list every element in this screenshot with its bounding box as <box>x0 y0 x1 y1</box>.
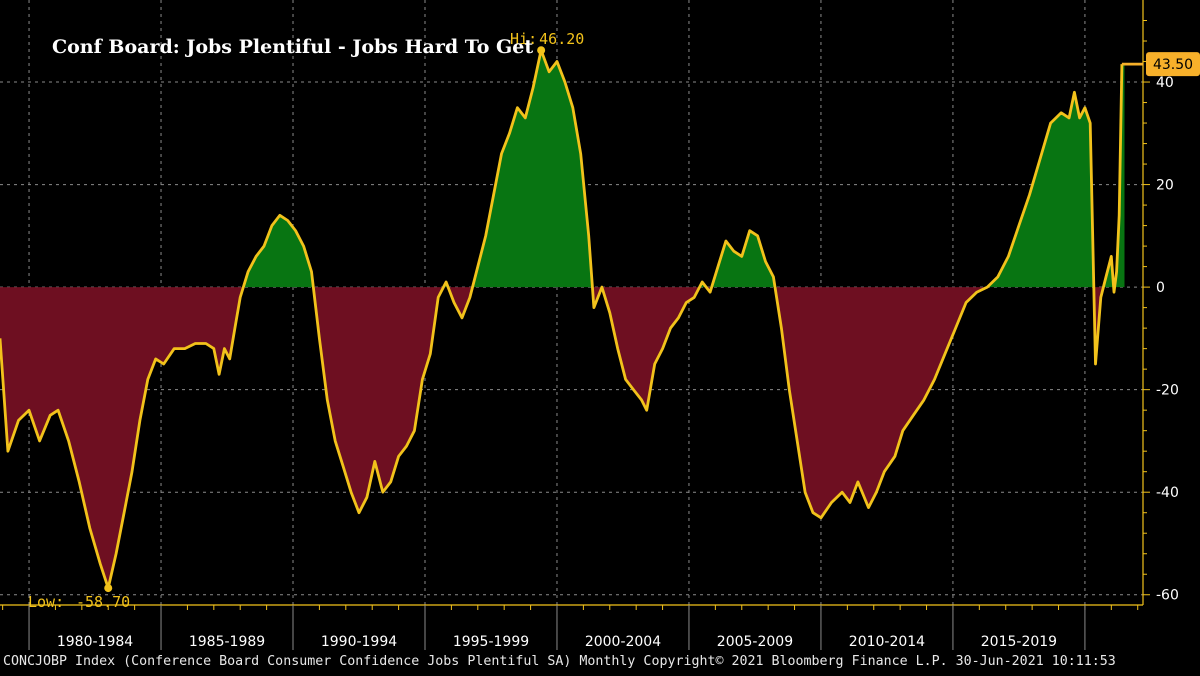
series-line <box>0 48 1124 590</box>
negative-area <box>448 287 473 318</box>
y-tick-label: 20 <box>1156 178 1174 194</box>
y-tick-label: 0 <box>1156 280 1165 296</box>
y-tick-label: -20 <box>1156 383 1179 399</box>
negative-area <box>775 287 988 518</box>
y-tick-label: -40 <box>1156 485 1179 501</box>
x-period-label: 2015-2019 <box>981 634 1057 650</box>
y-tick-label: -60 <box>1156 588 1179 604</box>
x-period-label: 2010-2014 <box>849 634 925 650</box>
last-value-tag <box>1146 52 1200 77</box>
positive-area <box>987 92 1094 288</box>
x-period-label: 1985-1989 <box>189 634 265 650</box>
last-value-text: 43.50 <box>1153 57 1193 73</box>
axes: 40 20 0 -20 -40 -60 1980-1984 1985-1989 1990-199… <box>0 0 1179 650</box>
area-fills <box>0 50 1125 589</box>
positive-area <box>243 215 314 288</box>
chart-title: Conf Board: Jobs Plentiful - Jobs Hard T… <box>52 36 534 58</box>
negative-area <box>313 287 444 513</box>
x-period-label: 2005-2009 <box>717 634 793 650</box>
high-label: Hi: <box>510 30 537 48</box>
series-line-group <box>0 48 1124 590</box>
x-period-label: 1990-1994 <box>321 634 397 650</box>
low-value: -58.70 <box>76 593 130 611</box>
x-period-label: 2000-2004 <box>585 634 661 650</box>
high-marker <box>537 46 546 55</box>
y-tick-label: 40 <box>1156 75 1174 91</box>
negative-area <box>0 287 244 589</box>
x-period-label: 1980-1984 <box>57 634 133 650</box>
footer-source-text: CONCJOBP Index (Conference Board Consume… <box>3 654 1116 669</box>
high-value: 46.20 <box>539 30 584 48</box>
low-label: Low: <box>28 593 64 611</box>
low-marker <box>104 584 113 593</box>
x-period-label: 1995-1999 <box>453 634 529 650</box>
annotations: Hi: 46.20 Low: -58.70 43.50 <box>28 30 1200 611</box>
positive-area <box>472 50 593 288</box>
